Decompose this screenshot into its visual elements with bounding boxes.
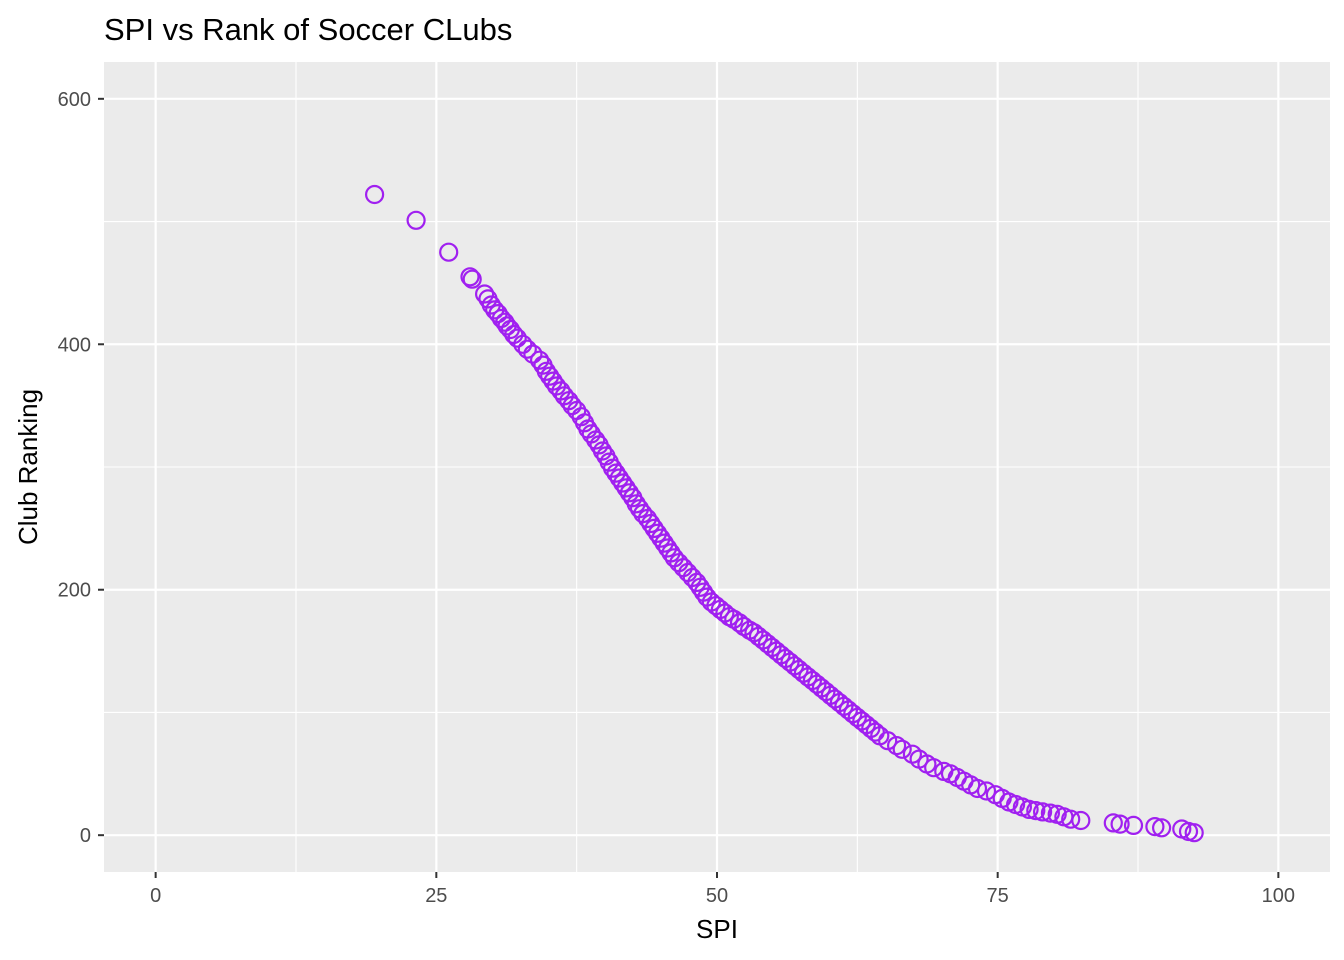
data-points: [365, 184, 1204, 843]
y-axis: 0 200 400 600: [58, 89, 104, 847]
data-point: [462, 269, 482, 289]
data-point: [637, 508, 658, 529]
x-tick-label: 25: [425, 885, 447, 907]
data-point: [641, 513, 661, 534]
data-point: [439, 242, 459, 262]
major-gridlines: [104, 62, 1330, 872]
data-point: [1071, 810, 1091, 831]
data-point: [1019, 799, 1039, 820]
data-point: [892, 739, 912, 759]
x-axis: 0 25 50 75 100: [150, 872, 1295, 907]
data-point: [592, 441, 613, 461]
y-axis-title: Club Ranking: [13, 389, 43, 545]
data-point: [1145, 816, 1165, 837]
data-point: [690, 577, 710, 597]
data-point: [967, 778, 988, 799]
data-point: [602, 458, 623, 478]
y-tick-label: 200: [58, 580, 91, 602]
data-point: [1061, 809, 1081, 829]
data-point: [507, 328, 527, 348]
data-point: [529, 350, 550, 370]
chart-title: SPI vs Rank of Soccer CLubs: [104, 12, 512, 47]
data-point: [606, 463, 626, 483]
data-point: [365, 184, 385, 205]
x-tick-label: 50: [706, 885, 728, 907]
data-point: [1032, 802, 1053, 822]
data-point: [651, 528, 671, 548]
data-point: [644, 518, 664, 539]
data-point: [536, 361, 556, 381]
data-point: [586, 430, 606, 450]
data-point: [976, 781, 997, 801]
data-point: [626, 494, 646, 514]
data-point: [475, 284, 495, 304]
data-point: [647, 523, 668, 543]
data-point: [1040, 803, 1061, 823]
data-point: [1026, 800, 1046, 821]
data-point: [613, 473, 633, 493]
data-point: [1151, 818, 1172, 838]
data-point: [924, 758, 944, 778]
y-tick-label: 400: [58, 334, 91, 356]
data-point: [523, 344, 543, 364]
data-point: [1123, 815, 1144, 836]
x-axis-title: SPI: [696, 914, 738, 944]
data-point: [609, 468, 629, 488]
data-point: [616, 478, 636, 498]
data-point: [1103, 813, 1123, 833]
x-tick-label: 100: [1262, 885, 1295, 907]
data-point: [1184, 823, 1204, 843]
data-point: [517, 339, 537, 359]
data-point: [406, 210, 426, 230]
y-tick-label: 600: [58, 89, 91, 111]
y-tick-label: 0: [80, 825, 91, 847]
data-point: [513, 334, 533, 354]
data-point: [886, 735, 907, 756]
data-point: [878, 731, 898, 751]
x-tick-label: 0: [150, 885, 161, 907]
data-point: [654, 533, 674, 553]
data-point: [540, 366, 560, 386]
data-point: [657, 538, 678, 558]
data-point: [1110, 814, 1130, 834]
x-tick-label: 75: [987, 885, 1009, 907]
data-point: [619, 483, 640, 503]
data-point: [460, 267, 480, 287]
data-point: [687, 572, 707, 593]
